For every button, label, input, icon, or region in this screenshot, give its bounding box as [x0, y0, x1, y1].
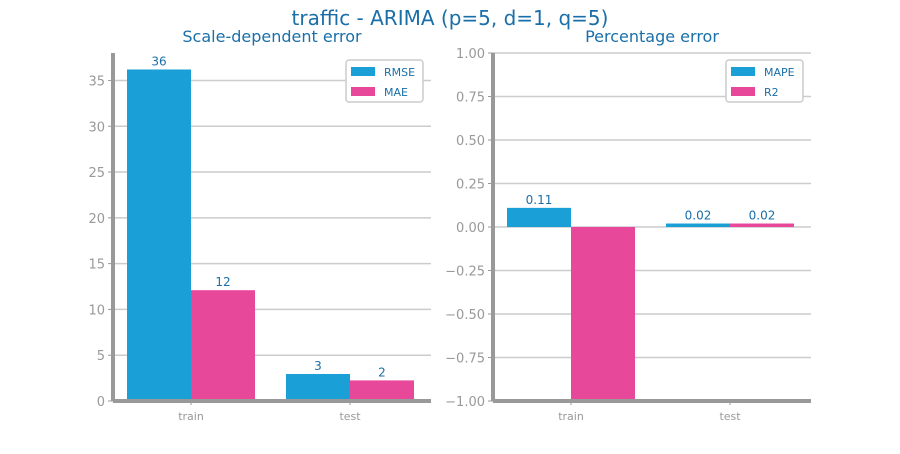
y-tick-label: −0.25 [445, 265, 485, 280]
y-tick-label: 25 [88, 166, 105, 181]
y-tick-label: 0.50 [456, 134, 485, 149]
y-tick-label: 0 [97, 395, 105, 410]
y-tick-label: 30 [88, 120, 105, 135]
data-label-rmse-train: 36 [151, 54, 166, 68]
x-tick-label-train: train [178, 410, 204, 423]
y-tick-label: 0.75 [456, 91, 485, 106]
bar-mape-train [507, 207, 571, 227]
data-label-mae-train: 12 [215, 275, 230, 289]
y-tick-label: 35 [88, 74, 105, 89]
data-label-r2-test: 0.02 [749, 209, 776, 223]
legend-swatch-mae [351, 87, 375, 96]
bar-r2-train [571, 227, 635, 401]
data-label-mae-test: 2 [378, 365, 386, 379]
bar-r2-test [730, 223, 794, 227]
bar-rmse-train [127, 69, 191, 402]
y-tick-label: −1.00 [445, 395, 485, 410]
data-label-mape-test: 0.02 [685, 209, 712, 223]
chart-title: Percentage error [585, 27, 719, 46]
legend-label-mae: MAE [384, 86, 408, 99]
legend: RMSE MAE [345, 59, 424, 103]
bar-mape-test [666, 223, 730, 227]
legend-label-mape: MAPE [764, 66, 795, 79]
y-tick-label: −0.50 [445, 308, 485, 323]
bar-mae-train [191, 290, 255, 401]
x-tick-label-test: test [339, 410, 361, 423]
y-tick-label: 1.00 [456, 47, 485, 62]
bar-mae-test [350, 380, 414, 401]
y-tick-label: 20 [88, 212, 105, 227]
chart-panel-percentage: 0.11 train 0.02 0.02 test −1.00 −0.75 −0.50 −0.2… [445, 27, 811, 423]
bar-rmse-test [286, 373, 350, 401]
legend-label-r2: R2 [764, 86, 779, 99]
legend: MAPE R2 [725, 59, 804, 103]
x-tick-label-test: test [719, 410, 741, 423]
x-tick-label-train: train [558, 410, 584, 423]
legend-swatch-mape [731, 67, 755, 76]
figure-title: traffic - ARIMA (p=5, d=1, q=5) [292, 6, 609, 30]
data-label-mape-train: 0.11 [526, 193, 553, 207]
y-tick-label: 0.25 [456, 178, 485, 193]
y-tick-label: −0.75 [445, 352, 485, 367]
legend-label-rmse: RMSE [384, 66, 415, 79]
chart-title: Scale-dependent error [182, 27, 362, 46]
y-tick-label: 5 [97, 349, 105, 364]
chart-panel-scale-dependent: 36 12 train 3 2 test 0 5 10 15 20 25 30 35 Scale-depen… [88, 27, 431, 423]
y-tick-label: 10 [88, 303, 105, 318]
legend-swatch-r2 [731, 87, 755, 96]
y-tick-label: 0.00 [456, 221, 485, 236]
y-tick-label: 15 [88, 258, 105, 273]
legend-swatch-rmse [351, 67, 375, 76]
data-label-rmse-test: 3 [314, 359, 322, 373]
